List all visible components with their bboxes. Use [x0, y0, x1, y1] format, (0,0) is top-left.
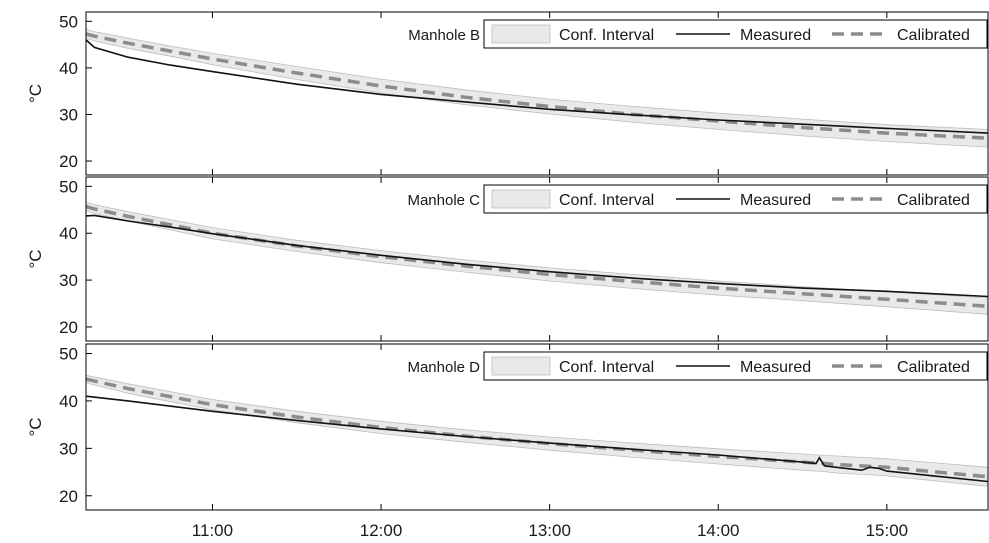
panel-3: 20 30 40 50 °C Conf. Interval Measured Calibrat…	[26, 343, 989, 511]
legend-ci-label: Conf. Interval	[559, 27, 654, 44]
y-tick-label: 30	[59, 439, 78, 458]
axes-frame	[85, 11, 989, 176]
y-tick-label: 50	[59, 177, 78, 196]
x-tick-label: 13:00	[528, 521, 571, 540]
legend-calibrated-label: Calibrated	[897, 27, 970, 44]
conf-interval-band	[86, 28, 988, 148]
y-tick-label: 30	[59, 271, 78, 290]
calibrated-line	[86, 32, 988, 140]
calibrated-line	[86, 204, 988, 309]
legend: Conf. Interval Measured Calibrated	[483, 351, 988, 381]
y-tick-label: 20	[59, 487, 78, 506]
legend-ci-label: Conf. Interval	[559, 192, 654, 209]
y-tick-label: 40	[59, 59, 78, 78]
x-tick-label: 15:00	[866, 521, 909, 540]
y-tick-label: 20	[59, 318, 78, 337]
series-group	[86, 201, 988, 315]
y-axis-title: °C	[26, 417, 45, 436]
legend-ci-swatch	[491, 189, 551, 209]
legend-box	[483, 184, 988, 214]
panel-label: Manhole B	[408, 27, 480, 44]
legend: Conf. Interval Measured Calibrated	[483, 184, 988, 214]
panel-1: 20 30 40 50 °C Conf. Interval Measured Calibrat…	[26, 11, 989, 176]
series-group	[86, 374, 988, 487]
y-axis-title: °C	[26, 249, 45, 268]
y-tick-label: 50	[59, 12, 78, 31]
x-tick-label: 11:00	[192, 521, 233, 540]
panel-2: 20 30 40 50 °C Conf. Interval Measured Calibrat…	[26, 176, 989, 342]
legend-ci-label: Conf. Interval	[559, 359, 654, 376]
measured-line	[86, 395, 988, 483]
y-axis-title: °C	[26, 84, 45, 103]
legend-measured-label: Measured	[740, 192, 811, 209]
y-tick-label: 30	[59, 105, 78, 124]
legend-box	[483, 351, 988, 381]
panel-label: Manhole C	[407, 192, 480, 209]
measured-line	[86, 214, 988, 298]
y-tick-label: 20	[59, 152, 78, 171]
y-tick-label: 40	[59, 392, 78, 411]
axes-frame	[85, 343, 989, 511]
legend-box	[483, 19, 988, 49]
panel-label: Manhole D	[407, 359, 480, 376]
x-tick-label: 12:00	[360, 521, 403, 540]
legend-calibrated-label: Calibrated	[897, 359, 970, 376]
legend-measured-label: Measured	[740, 27, 811, 44]
axes-frame	[85, 176, 989, 342]
x-tick-label: 14:00	[697, 521, 740, 540]
legend-ci-swatch	[491, 356, 551, 376]
legend-ci-swatch	[491, 24, 551, 44]
legend-calibrated-label: Calibrated	[897, 192, 970, 209]
legend: Conf. Interval Measured Calibrated	[483, 19, 988, 49]
y-tick-label: 50	[59, 344, 78, 363]
series-group	[86, 28, 988, 148]
legend-measured-label: Measured	[740, 359, 811, 376]
measured-line	[86, 39, 988, 134]
y-tick-label: 40	[59, 224, 78, 243]
